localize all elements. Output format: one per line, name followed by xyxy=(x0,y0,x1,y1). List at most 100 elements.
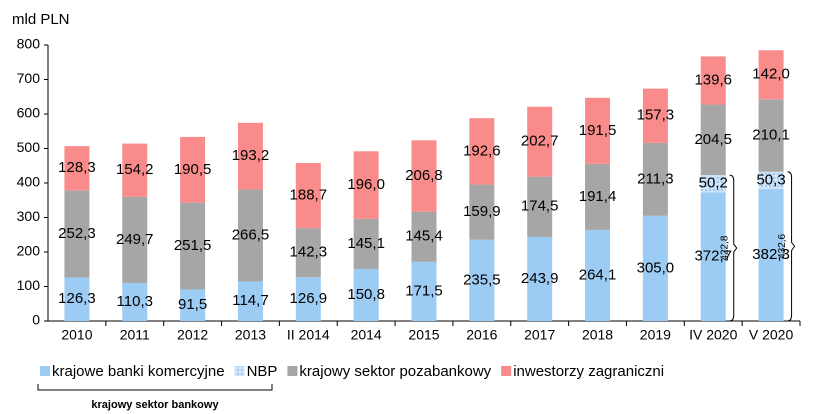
bar-segment xyxy=(700,104,726,176)
bar-segment xyxy=(700,56,726,105)
data-label: 191,4 xyxy=(579,188,617,205)
legend-swatch xyxy=(287,366,298,376)
bar-segment xyxy=(469,184,495,240)
data-label: 128,3 xyxy=(58,159,96,176)
data-label: 190,5 xyxy=(174,161,212,178)
data-label: 188,7 xyxy=(290,187,328,204)
data-label: 142,3 xyxy=(290,244,328,261)
x-tick-label: 2014 xyxy=(351,327,382,343)
bar-segment xyxy=(180,202,206,290)
bar-segment xyxy=(64,146,90,191)
data-label: 382,3 xyxy=(752,246,790,263)
data-label: 174,5 xyxy=(521,198,559,215)
data-label: 50,3 xyxy=(756,171,785,188)
x-tick-label: 2017 xyxy=(524,327,555,343)
data-label: 114,7 xyxy=(232,292,268,309)
data-label: 171,5 xyxy=(405,282,443,299)
x-tick-label: 2010 xyxy=(61,327,92,343)
data-label: 206,8 xyxy=(405,167,443,184)
bar-segment xyxy=(122,282,148,321)
bar-segment xyxy=(353,268,379,321)
bar-segment xyxy=(237,122,263,190)
data-label: 193,2 xyxy=(232,147,270,164)
x-tick-label: II 2014 xyxy=(287,327,330,343)
data-label: 145,1 xyxy=(347,235,385,252)
y-tick-label: 300 xyxy=(17,208,41,224)
data-label: 249,7 xyxy=(116,231,154,248)
data-label: 110,3 xyxy=(117,293,153,310)
bar-segment xyxy=(642,215,668,321)
y-tick-label: 500 xyxy=(17,139,41,155)
bar-segment xyxy=(295,163,321,229)
data-label: 243,9 xyxy=(521,270,559,287)
data-label: 202,7 xyxy=(521,133,559,150)
bar-segment xyxy=(758,171,784,190)
x-tick-label: IV 2020 xyxy=(689,327,737,343)
data-label: 154,2 xyxy=(116,161,154,178)
x-tick-label: 2012 xyxy=(177,327,208,343)
bar-segment xyxy=(585,163,611,230)
x-tick-label: 2018 xyxy=(582,327,613,343)
data-label: 142,0 xyxy=(752,66,790,83)
bar-segment xyxy=(353,151,379,219)
bar-segment xyxy=(585,229,611,321)
x-tick-label: 2015 xyxy=(408,327,439,343)
data-label: 372,7 xyxy=(694,248,732,265)
bar-segment xyxy=(353,218,379,269)
data-label: 210,1 xyxy=(752,126,790,143)
annotation: 422,8 xyxy=(719,235,730,260)
bar-segment xyxy=(180,289,206,321)
legend-swatch xyxy=(40,366,50,376)
data-label: 252,3 xyxy=(58,225,96,242)
bar-segment xyxy=(411,261,437,321)
bar-segment xyxy=(469,239,495,321)
y-tick-label: 100 xyxy=(17,277,41,293)
bar-segment xyxy=(295,277,321,321)
bar-segment xyxy=(469,118,495,185)
data-label: 235,5 xyxy=(463,271,501,288)
data-label: 139,6 xyxy=(694,71,732,88)
legend-swatch xyxy=(501,366,512,376)
legend-group-label: krajowy sektor bankowy xyxy=(91,399,219,411)
data-label: 150,8 xyxy=(347,286,385,303)
bar-segment xyxy=(237,189,263,282)
x-tick-label: 2011 xyxy=(120,327,150,343)
data-label: 196,0 xyxy=(347,176,385,193)
bar-segment xyxy=(122,143,148,197)
y-tick-label: 200 xyxy=(17,243,41,259)
y-tick-label: 0 xyxy=(32,312,40,328)
y-tick-label: 700 xyxy=(17,70,41,86)
data-label: 145,4 xyxy=(405,228,443,245)
bracket xyxy=(729,174,738,322)
bar-segment xyxy=(64,277,90,321)
bar-segment xyxy=(411,140,437,212)
legend-label: NBP xyxy=(247,363,278,380)
legend-label: krajowe banki komercyjne xyxy=(52,363,225,380)
bar-segment xyxy=(758,189,784,321)
legend-bracket xyxy=(37,384,273,391)
data-label: 50,2 xyxy=(699,175,728,192)
bar-segment xyxy=(642,142,668,216)
bar-segment xyxy=(527,176,553,237)
bar-segment xyxy=(180,136,206,203)
data-label: 251,5 xyxy=(174,237,212,254)
legend-label: inwestorzy zagraniczni xyxy=(513,363,664,380)
bar-segment xyxy=(237,281,263,321)
data-label: 191,5 xyxy=(579,122,617,139)
bar-segment xyxy=(411,211,437,262)
bar-segment xyxy=(700,175,726,193)
data-label: 305,0 xyxy=(637,259,675,276)
bar-segment xyxy=(758,50,784,100)
annotation: 432,6 xyxy=(777,233,788,258)
bracket xyxy=(787,171,796,322)
y-tick-label: 600 xyxy=(17,105,41,121)
data-label: 91,5 xyxy=(178,296,207,313)
data-label: 159,9 xyxy=(463,203,501,220)
legend-swatch xyxy=(234,366,245,376)
bar-segment xyxy=(527,236,553,321)
bar-segment xyxy=(295,228,321,278)
y-axis-label: mld PLN xyxy=(12,11,70,28)
bar-segment xyxy=(642,88,668,143)
data-label: 211,3 xyxy=(637,170,673,187)
